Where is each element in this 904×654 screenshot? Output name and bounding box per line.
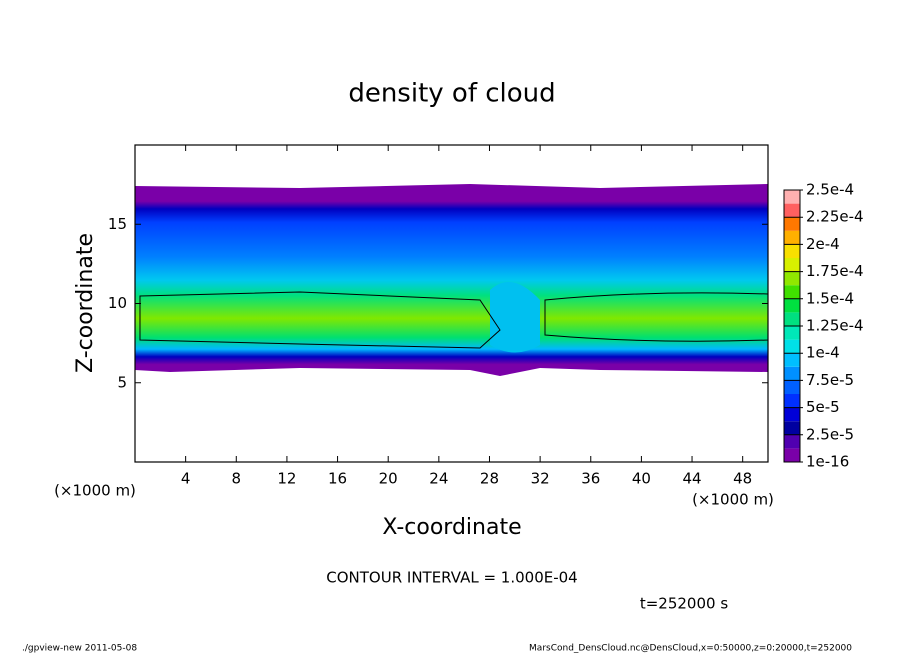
colorbar-swatch [784, 421, 800, 435]
colorbar-swatch [784, 230, 800, 245]
colorbar-swatch [784, 366, 800, 381]
colorbar-swatch [784, 217, 800, 231]
colorbar-swatch [784, 271, 800, 286]
colorbar-swatch [784, 407, 800, 422]
x-tick-label: 12 [277, 470, 296, 488]
chart-title: density of cloud [348, 79, 555, 109]
colorbar-swatch [784, 339, 800, 354]
colorbar-label: 5e-5 [806, 398, 840, 416]
contour-note: CONTOUR INTERVAL = 1.000E-04 [326, 569, 577, 587]
time-note: t=252000 s [640, 595, 728, 613]
contour-line [139, 291, 501, 349]
cloud-field [135, 184, 768, 376]
colorbar-swatch [784, 312, 800, 326]
field [135, 184, 768, 376]
colorbar-swatch [784, 394, 800, 408]
colorbar-label: 2.5e-4 [806, 181, 854, 199]
y-unit: (×1000 m) [54, 482, 136, 500]
colorbar-label: 2.25e-4 [806, 208, 864, 226]
colorbar-label: 7.5e-5 [806, 371, 854, 389]
colorbar-swatch [784, 258, 800, 272]
x-tick-label: 8 [232, 470, 242, 488]
colorbar-swatch [784, 203, 800, 218]
colorbar-swatch [784, 298, 800, 313]
x-axis-label: X-coordinate [382, 515, 521, 540]
colorbar-label: 2.5e-5 [806, 425, 854, 443]
colorbar-swatch [784, 190, 800, 204]
colorbar-label: 1e-16 [806, 453, 849, 471]
x-tick-label: 16 [328, 470, 347, 488]
footer-left: ./gpview-new 2011-05-08 [22, 644, 137, 654]
x-tick-label: 44 [682, 470, 701, 488]
x-unit: (×1000 m) [692, 491, 774, 509]
x-tick-label: 48 [733, 470, 752, 488]
colorbar-swatch [784, 380, 800, 394]
colorbar-label: 1.5e-4 [806, 289, 854, 307]
colorbar-swatch [784, 285, 800, 299]
colorbar-swatch [784, 244, 800, 258]
colorbar-swatch [784, 353, 800, 367]
y-tick-label: 10 [108, 294, 127, 312]
y-axis-label: Z-coordinate [73, 233, 98, 373]
colorbar-label: 1.25e-4 [806, 317, 864, 335]
y-tick-label: 15 [108, 215, 127, 233]
colorbar-label: 1e-4 [806, 344, 840, 362]
x-tick-label: 20 [379, 470, 398, 488]
x-tick-label: 40 [632, 470, 651, 488]
x-tick-label: 28 [480, 470, 499, 488]
x-tick-label: 36 [581, 470, 600, 488]
colorbar-swatch [784, 434, 800, 449]
cloud-gap [490, 282, 540, 353]
colorbar-swatch [784, 448, 800, 462]
colorbar-swatch [784, 326, 800, 340]
x-tick-label: 4 [181, 470, 191, 488]
x-tick-label: 24 [429, 470, 448, 488]
footer-right: MarsCond_DensCloud.nc@DensCloud,x=0:5000… [529, 644, 852, 654]
x-tick-label: 32 [531, 470, 550, 488]
colorbar-label: 1.75e-4 [806, 262, 864, 280]
colorbar-label: 2e-4 [806, 235, 840, 253]
y-tick-label: 5 [117, 373, 127, 391]
contour-line [544, 292, 768, 342]
